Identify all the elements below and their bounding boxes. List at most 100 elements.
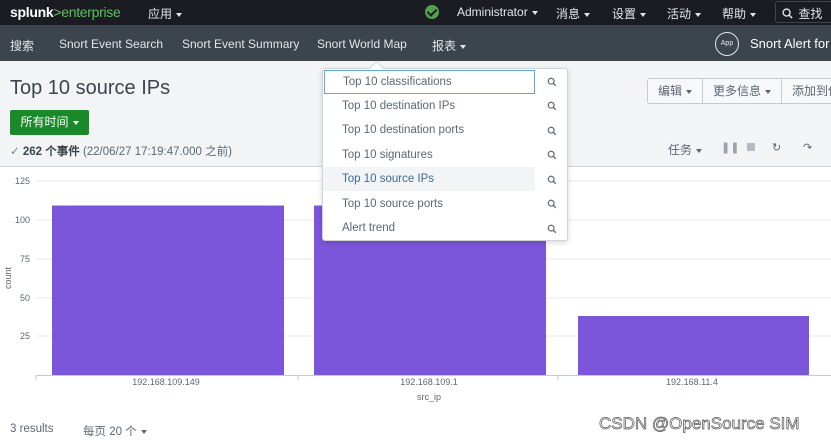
- app-title[interactable]: Snort Alert for: [750, 36, 830, 51]
- y-axis-ticks: 125 100 75 50 25: [15, 176, 30, 341]
- y-tick: 75: [20, 254, 30, 264]
- job-menu-label: 任务: [668, 143, 693, 157]
- nav-search[interactable]: 搜索: [10, 37, 34, 54]
- help-menu-label: 帮助: [722, 7, 747, 21]
- messages-menu-label: 消息: [556, 7, 581, 21]
- search-icon[interactable]: [547, 101, 557, 111]
- nav-snort-world-map[interactable]: Snort World Map: [317, 37, 407, 51]
- report-top-10-destination-ports[interactable]: Top 10 destination ports: [323, 118, 535, 142]
- report-top-10-signatures[interactable]: Top 10 signatures: [323, 143, 535, 167]
- nav-label: 搜索: [10, 39, 35, 53]
- x-axis-ticks: 192.168.109.149 192.168.109.1 192.168.11…: [132, 377, 718, 387]
- watermark: CSDN @OpenSource SIM: [599, 414, 800, 434]
- check-icon: ✓: [10, 146, 20, 158]
- x-axis: [35, 375, 831, 380]
- chevron-down-icon: [460, 44, 467, 49]
- user-menu-label: Administrator: [457, 5, 528, 19]
- y-axis-label: count: [3, 266, 13, 289]
- reports-dropdown: Top 10 classifications Top 10 destinatio…: [322, 68, 568, 241]
- apps-menu[interactable]: 应用: [148, 5, 183, 22]
- chevron-down-icon: [696, 148, 703, 153]
- chevron-down-icon: [686, 89, 693, 94]
- per-page-select[interactable]: 每页 20 个: [83, 423, 147, 439]
- chevron-down-icon: [72, 120, 79, 125]
- chevron-down-icon: [640, 12, 647, 17]
- report-label: Top 10 signatures: [342, 149, 433, 161]
- search-icon[interactable]: [547, 175, 557, 185]
- splunk-logo[interactable]: splunk>enterprise: [10, 4, 121, 20]
- report-label: Alert trend: [342, 222, 396, 234]
- y-tick: 100: [15, 215, 30, 225]
- search-icon[interactable]: [547, 126, 557, 136]
- activity-menu[interactable]: 活动: [667, 5, 702, 22]
- chevron-down-icon: [584, 12, 591, 17]
- pause-icon[interactable]: ❚❚: [721, 142, 740, 154]
- nav-label: Snort Event Search: [59, 37, 164, 51]
- bar-192-168-109-149[interactable]: [52, 205, 284, 376]
- help-menu[interactable]: 帮助: [722, 5, 757, 22]
- nav-reports[interactable]: 报表: [432, 37, 467, 54]
- report-top-10-source-ports[interactable]: Top 10 source ports: [323, 192, 535, 216]
- x-tick: 192.168.11.4: [666, 377, 718, 387]
- event-summary: ✓ 262 个事件 (22/06/27 17:19:47.000 之前): [10, 143, 232, 159]
- logo-main: splunk: [10, 4, 54, 20]
- search-icon: [782, 8, 793, 19]
- job-menu[interactable]: 任务: [668, 141, 703, 158]
- report-label: Top 10 destination ports: [342, 124, 465, 136]
- nav-label: 报表: [432, 39, 457, 53]
- settings-menu[interactable]: 设置: [612, 5, 647, 22]
- x-tick: 192.168.109.1: [400, 377, 458, 387]
- time-range-label: 所有时间: [20, 115, 69, 129]
- report-label: Top 10 source IPs: [342, 173, 435, 185]
- user-menu[interactable]: Administrator: [457, 5, 538, 19]
- chevron-down-icon: [531, 10, 538, 15]
- more-info-button[interactable]: 更多信息: [703, 79, 783, 103]
- y-tick: 25: [20, 331, 30, 341]
- settings-menu-label: 设置: [612, 7, 637, 21]
- nav-snort-event-search[interactable]: Snort Event Search: [59, 37, 163, 51]
- report-label: Top 10 destination IPs: [342, 100, 456, 112]
- y-tick: 125: [15, 176, 30, 186]
- report-alert-trend[interactable]: Alert trend: [323, 216, 535, 240]
- search-icon[interactable]: [547, 150, 557, 160]
- nav-snort-event-summary[interactable]: Snort Event Summary: [182, 37, 299, 51]
- nav-label: Snort World Map: [317, 37, 407, 51]
- edit-label: 编辑: [658, 84, 683, 98]
- top-bar: splunk>enterprise 应用 Administrator 消息 设置…: [0, 0, 831, 25]
- apps-menu-label: 应用: [148, 7, 173, 21]
- report-top-10-destination-ips[interactable]: Top 10 destination IPs: [323, 94, 535, 118]
- y-tick: 50: [20, 293, 30, 303]
- time-range-picker[interactable]: 所有时间: [10, 110, 89, 135]
- search-icon[interactable]: [547, 77, 557, 87]
- find-label: 查找: [798, 7, 823, 21]
- add-to-dashboard-label: 添加到仪: [792, 84, 831, 98]
- refresh-icon[interactable]: ↻: [772, 142, 782, 154]
- results-count: 3 results: [10, 423, 54, 435]
- find-box[interactable]: 查找: [775, 1, 831, 23]
- share-icon[interactable]: ↷: [803, 142, 813, 154]
- x-axis-label: src_ip: [417, 392, 441, 402]
- search-icon[interactable]: [547, 199, 557, 209]
- stop-icon[interactable]: [747, 143, 755, 151]
- report-label: Top 10 source ports: [342, 198, 444, 210]
- x-tick: 192.168.109.149: [132, 377, 200, 387]
- per-page-label: 每页 20 个: [83, 426, 137, 438]
- event-count: 262 个事件: [22, 146, 80, 158]
- report-top-10-source-ips[interactable]: Top 10 source IPs: [323, 167, 535, 191]
- more-info-label: 更多信息: [713, 84, 762, 98]
- app-icon: App: [715, 32, 739, 56]
- edit-button[interactable]: 编辑: [648, 79, 704, 103]
- search-icon[interactable]: [547, 224, 557, 234]
- report-actions: 编辑 更多信息 添加到仪: [647, 78, 831, 104]
- report-label: Top 10 classifications: [343, 76, 452, 88]
- messages-menu[interactable]: 消息: [556, 5, 591, 22]
- nav-label: Snort Event Summary: [182, 37, 300, 51]
- chevron-down-icon: [750, 12, 757, 17]
- chevron-down-icon: [176, 12, 183, 17]
- report-top-10-classifications[interactable]: Top 10 classifications: [324, 70, 535, 94]
- app-nav-bar: 搜索 Snort Event Search Snort Event Summar…: [0, 25, 831, 61]
- chevron-down-icon: [765, 89, 772, 94]
- bar-192-168-11-4[interactable]: [578, 316, 809, 375]
- health-ok-icon[interactable]: [425, 5, 439, 19]
- add-to-dashboard-button[interactable]: 添加到仪: [782, 79, 831, 103]
